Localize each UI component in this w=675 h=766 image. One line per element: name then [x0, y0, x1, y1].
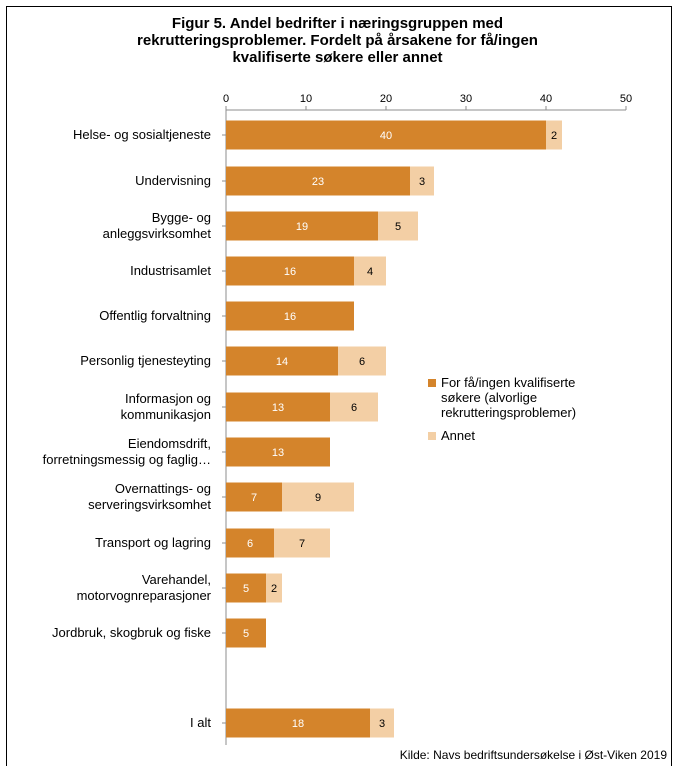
- bar-other-12: [370, 708, 394, 738]
- category-label-2-line-1: Bygge- og: [152, 210, 211, 225]
- bar-main-11: [226, 618, 266, 648]
- bar-main-label-10: 5: [243, 583, 249, 595]
- bar-main-7: [226, 437, 330, 467]
- bar-other-label-6: 6: [351, 402, 357, 414]
- bar-other-2: [378, 211, 418, 241]
- bar-main-0: [226, 120, 546, 150]
- bar-main-12: [226, 708, 370, 738]
- bar-main-8: [226, 482, 282, 512]
- bar-main-6: [226, 392, 330, 422]
- legend-swatch-main: [428, 379, 436, 387]
- category-label-12: I alt: [190, 715, 211, 730]
- category-label-1: Undervisning: [135, 173, 211, 188]
- bar-main-label-7: 13: [272, 447, 284, 459]
- bar-other-0: [546, 120, 562, 150]
- category-label-10-line-1: Varehandel,: [142, 572, 211, 587]
- x-tick-label-2: 20: [380, 93, 392, 105]
- bar-other-5: [338, 346, 386, 376]
- title-line-3: kvalifiserte søkere eller annet: [232, 49, 443, 66]
- bar-other-label-10: 2: [271, 583, 277, 595]
- bar-main-label-11: 5: [243, 628, 249, 640]
- category-label-7-line-1: Eiendomsdrift,: [128, 436, 211, 451]
- category-label-11: Jordbruk, skogbruk og fiske: [52, 625, 211, 640]
- bar-other-label-12: 3: [379, 718, 385, 730]
- title-line-1: Figur 5. Andel bedrifter i næringsgruppe…: [171, 15, 504, 32]
- bar-main-label-5: 14: [276, 356, 288, 368]
- category-label-6-line-2: kommunikasjon: [121, 407, 211, 422]
- x-tick-label-3: 30: [460, 93, 472, 105]
- bar-other-label-3: 4: [367, 266, 373, 278]
- bar-other-9: [274, 528, 330, 558]
- category-label-0: Helse- og sosialtjeneste: [73, 127, 211, 142]
- source-note: Kilde: Navs bedriftsundersøkelse i Øst-V…: [399, 748, 667, 762]
- legend-label-main-line-1: For få/ingen kvalifiserte: [441, 375, 576, 390]
- x-tick-label-0: 0: [223, 93, 229, 105]
- bar-other-label-5: 6: [359, 356, 365, 368]
- category-label-8-line-1: Overnattings- og: [115, 481, 211, 496]
- bar-other-6: [330, 392, 378, 422]
- bar-main-label-12: 18: [292, 718, 304, 730]
- bar-main-label-1: 23: [312, 176, 324, 188]
- x-tick-label-4: 40: [540, 93, 552, 105]
- category-label-4: Offentlig forvaltning: [99, 308, 211, 323]
- legend-swatch-other: [428, 432, 436, 440]
- legend-item-main: For få/ingen kvalifiserte søkere (alvorl…: [428, 375, 628, 420]
- bar-other-label-2: 5: [395, 221, 401, 233]
- bar-other-label-1: 3: [419, 176, 425, 188]
- category-label-5: Personlig tjenesteyting: [80, 353, 211, 368]
- x-tick-label-1: 10: [300, 93, 312, 105]
- bar-main-label-0: 40: [380, 130, 392, 142]
- legend-label-main-line-2: søkere (alvorlige: [441, 390, 538, 405]
- category-label-10-line-2: motorvognreparasjoner: [77, 588, 212, 603]
- title-line-2: rekrutteringsproblemer. Fordelt på årsak…: [137, 32, 538, 49]
- bar-main-3: [226, 256, 354, 286]
- bar-other-1: [410, 166, 434, 196]
- category-label-6-line-1: Informasjon og: [125, 391, 211, 406]
- bar-main-label-6: 13: [272, 402, 284, 414]
- x-tick-label-5: 50: [620, 93, 632, 105]
- bar-main-5: [226, 346, 338, 376]
- legend: For få/ingen kvalifiserte søkere (alvorl…: [428, 375, 628, 451]
- category-label-2-line-2: anleggsvirksomhet: [103, 226, 212, 241]
- category-label-9: Transport og lagring: [95, 535, 211, 550]
- bar-main-label-8: 7: [251, 492, 257, 504]
- bar-other-3: [354, 256, 386, 286]
- category-label-8-line-2: serveringsvirksomhet: [88, 497, 211, 512]
- category-label-7-line-2: forretningsmessig og faglig…: [43, 452, 211, 467]
- bar-main-10: [226, 573, 266, 603]
- bar-main-1: [226, 166, 410, 196]
- category-label-3: Industrisamlet: [130, 263, 211, 278]
- bar-main-4: [226, 301, 354, 331]
- bar-other-8: [282, 482, 354, 512]
- bar-other-label-0: 2: [551, 130, 557, 142]
- bar-main-label-2: 19: [296, 221, 308, 233]
- bar-main-label-4: 16: [284, 311, 296, 323]
- bar-main-2: [226, 211, 378, 241]
- legend-label-main-line-3: rekrutteringsproblemer): [441, 405, 577, 420]
- bar-other-label-8: 9: [315, 492, 321, 504]
- chart-frame: [6, 6, 672, 766]
- bar-main-label-9: 6: [247, 538, 253, 550]
- bar-other-label-9: 7: [299, 538, 305, 550]
- bar-main-9: [226, 528, 274, 558]
- bar-other-10: [266, 573, 282, 603]
- bar-main-label-3: 16: [284, 266, 296, 278]
- legend-label-other: Annet: [441, 428, 475, 443]
- chart-title: Figur 5. Andel bedrifter i næringsgruppe…: [0, 15, 675, 66]
- legend-item-other: Annet: [428, 428, 628, 443]
